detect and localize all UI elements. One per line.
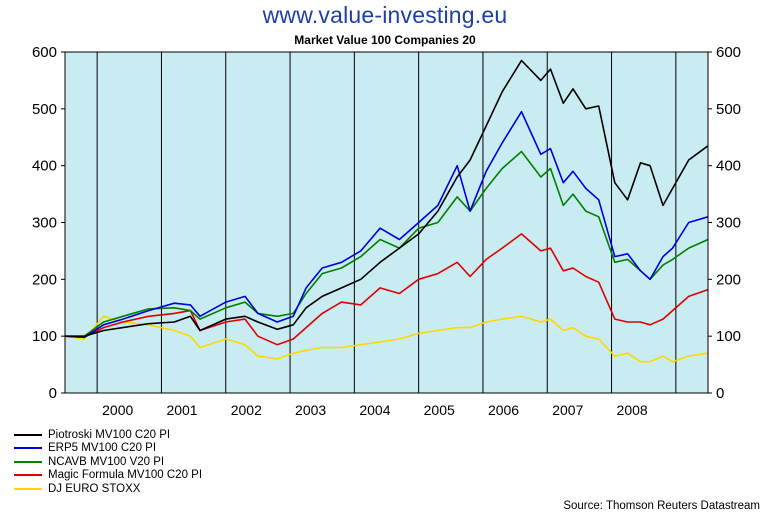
legend-swatch (14, 433, 42, 436)
legend-item-1: ERP5 MV100 C20 PI (14, 442, 202, 456)
legend-item-3: Magic Formula MV100 C20 PI (14, 469, 202, 483)
y-tick-label-left: 500 (32, 101, 57, 118)
x-tick-label-2004: 2004 (359, 402, 390, 418)
legend-swatch (14, 460, 42, 463)
y-tick-label-left: 200 (32, 271, 57, 288)
legend-label: ERP5 MV100 C20 PI (48, 442, 157, 455)
series-layer (64, 59, 709, 363)
series-line-1 (64, 110, 709, 339)
chart-title: Market Value 100 Companies 20 (294, 33, 476, 47)
legend-label: Magic Formula MV100 C20 PI (48, 469, 203, 482)
y-tick-label-right: 100 (716, 328, 741, 345)
x-tick-label-2008: 2008 (617, 402, 648, 418)
y-tick-label-left: 100 (32, 328, 57, 345)
x-tick-label-2000: 2000 (102, 402, 133, 418)
y-tick-label-right: 400 (716, 158, 741, 175)
legend-swatch (14, 487, 42, 490)
legend-label: NCAVB MV100 V20 PI (48, 455, 165, 468)
series-line-2 (65, 150, 709, 338)
y-axis-left: 0 100 200 300 400 500 600 (32, 44, 65, 402)
legend-item-2: NCAVB MV100 V20 PI (14, 455, 202, 469)
series-line-3 (64, 233, 709, 346)
y-tick-label-right: 500 (716, 101, 741, 118)
legend-label: DJ EURO STOXX (48, 482, 141, 495)
y-tick-label-left: 0 (49, 385, 57, 402)
x-tick-label-2007: 2007 (552, 402, 583, 418)
legend-label: Piotroski MV100 C20 PI (48, 428, 171, 441)
site-url: www.value-investing.eu (262, 2, 508, 28)
year-dividers (96, 52, 677, 393)
y-tick-label-right: 0 (716, 385, 724, 402)
legend: Piotroski MV100 C20 PI ERP5 MV100 C20 PI N… (14, 428, 202, 496)
y-tick-label-left: 600 (32, 44, 57, 61)
y-tick-label-right: 600 (716, 44, 741, 61)
y-tick-label-left: 300 (32, 215, 57, 232)
legend-swatch (14, 447, 42, 450)
source-note: Source: Thomson Reuters Datastream (563, 500, 760, 512)
series-line-4 (64, 315, 709, 363)
y-axis-right: 0 100 200 300 400 500 600 (708, 44, 741, 402)
x-axis: 2000 2001 2002 2003 2004 2005 2006 2007 2008 (102, 402, 648, 418)
x-tick-label-2001: 2001 (166, 402, 197, 418)
y-tick-label-right: 200 (716, 271, 741, 288)
legend-item-4: DJ EURO STOXX (14, 482, 202, 496)
x-tick-label-2002: 2002 (231, 402, 262, 418)
y-tick-label-right: 300 (716, 215, 741, 232)
series-line-0 (65, 59, 709, 338)
legend-swatch (14, 474, 42, 477)
legend-item-0: Piotroski MV100 C20 PI (14, 428, 202, 442)
y-tick-label-left: 400 (32, 158, 57, 175)
x-tick-label-2005: 2005 (424, 402, 455, 418)
x-tick-label-2006: 2006 (488, 402, 519, 418)
x-tick-label-2003: 2003 (295, 402, 326, 418)
